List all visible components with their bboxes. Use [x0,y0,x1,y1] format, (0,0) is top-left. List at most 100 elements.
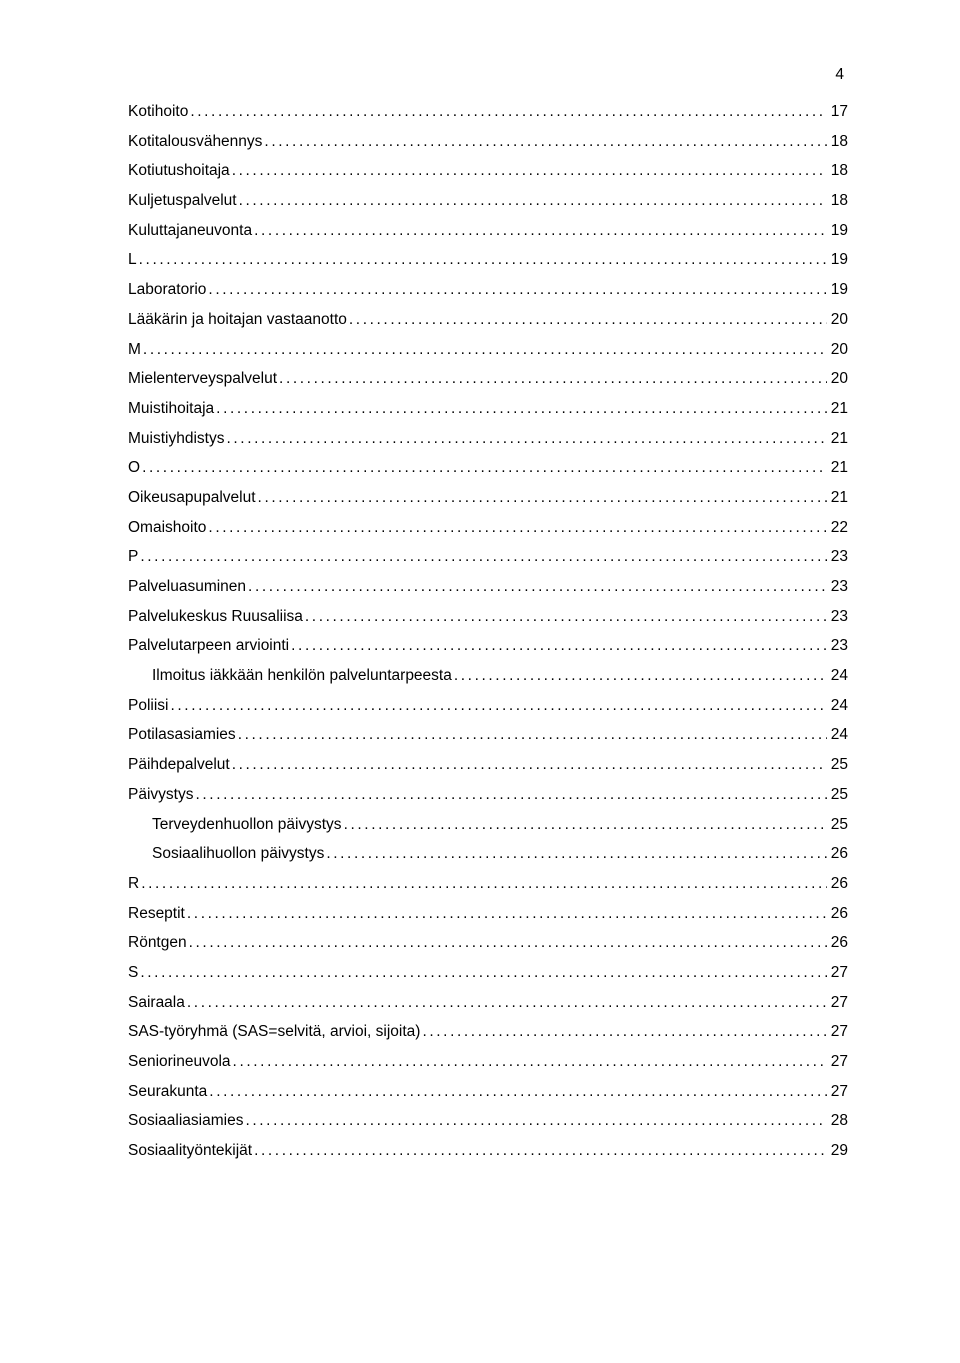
toc-entry[interactable]: Poliisi 24 [128,698,848,714]
toc-leader-dots [262,134,826,150]
toc-entry[interactable]: Kotihoito17 [128,104,848,120]
toc-leader-dots [237,193,827,209]
toc-page-number: 27 [827,1024,848,1040]
toc-entry[interactable]: Kotitalousvähennys18 [128,134,848,150]
toc-label: S [128,965,138,981]
toc-label: Sosiaalityöntekijät [128,1143,252,1159]
toc-page-number: 20 [827,342,848,358]
toc-entry[interactable]: S 27 [128,965,848,981]
toc-leader-dots [214,401,827,417]
toc-leader-dots [138,965,826,981]
toc-entry[interactable]: Laboratorio19 [128,282,848,298]
toc-entry[interactable]: Sosiaalityöntekijät 29 [128,1143,848,1159]
toc-page-number: 26 [827,876,848,892]
toc-page-number: 18 [827,134,848,150]
toc-entry[interactable]: Ilmoitus iäkkään henkilön palveluntarpee… [152,668,848,684]
toc-entry[interactable]: Röntgen26 [128,935,848,951]
toc-label: Poliisi [128,698,168,714]
toc-label: M [128,342,141,358]
toc-entry[interactable]: R26 [128,876,848,892]
toc-entry[interactable]: Terveydenhuollon päivystys25 [152,817,848,833]
toc-label: Palveluasuminen [128,579,246,595]
toc-label: Seniorineuvola [128,1054,231,1070]
toc-entry[interactable]: Mielenterveyspalvelut20 [128,371,848,387]
toc-leader-dots [256,490,827,506]
toc-leader-dots [277,371,827,387]
toc-entry[interactable]: Reseptit26 [128,906,848,922]
toc-leader-dots [139,876,827,892]
toc-leader-dots [243,1113,826,1129]
toc-entry[interactable]: Seniorineuvola 27 [128,1054,848,1070]
toc-page-number: 27 [827,965,848,981]
toc-page-number: 27 [827,1054,848,1070]
toc-entry[interactable]: M 20 [128,342,848,358]
toc-label: Palvelutarpeen arviointi [128,638,289,654]
toc-entry[interactable]: Sosiaalihuollon päivystys26 [152,846,848,862]
toc-leader-dots [185,995,827,1011]
toc-label: Omaishoito [128,520,206,536]
toc-page-number: 24 [827,698,848,714]
toc-label: Kuluttajaneuvonta [128,223,252,239]
toc-entry[interactable]: L 19 [128,252,848,268]
toc-label: P [128,549,138,565]
toc-page-number: 19 [827,252,848,268]
toc-page-number: 21 [827,460,848,476]
toc-entry[interactable]: Muistiyhdistys21 [128,431,848,447]
toc-entry[interactable]: Oikeusapupalvelut21 [128,490,848,506]
toc-page-number: 29 [827,1143,848,1159]
toc-leader-dots [342,817,827,833]
toc-page-number: 23 [827,549,848,565]
toc-entry[interactable]: Päihdepalvelut25 [128,757,848,773]
toc-entry[interactable]: Päivystys 25 [128,787,848,803]
table-of-contents: Kotihoito17 Kotitalousvähennys18 Kotiutush… [128,104,848,1159]
toc-entry[interactable]: O21 [128,460,848,476]
toc-page-number: 27 [827,1084,848,1100]
toc-leader-dots [188,104,826,120]
toc-page-number: 20 [827,312,848,328]
toc-leader-dots [252,1143,827,1159]
toc-label: SAS-työryhmä (SAS=selvitä, arvioi, sijoi… [128,1024,420,1040]
toc-label: Lääkärin ja hoitajan vastaanotto [128,312,347,328]
toc-leader-dots [289,638,827,654]
toc-entry[interactable]: Palveluasuminen 23 [128,579,848,595]
toc-label: Palvelukeskus Ruusaliisa [128,609,303,625]
toc-entry[interactable]: SAS-työryhmä (SAS=selvitä, arvioi, sijoi… [128,1024,848,1040]
toc-entry[interactable]: Muistihoitaja21 [128,401,848,417]
toc-page-number: 19 [827,282,848,298]
toc-entry[interactable]: Kuljetuspalvelut18 [128,193,848,209]
toc-page-number: 28 [827,1113,848,1129]
toc-leader-dots [452,668,827,684]
toc-leader-dots [193,787,826,803]
toc-label: Muistihoitaja [128,401,214,417]
toc-page-number: 21 [827,431,848,447]
toc-entry[interactable]: Palvelukeskus Ruusaliisa23 [128,609,848,625]
toc-entry[interactable]: Kotiutushoitaja18 [128,163,848,179]
toc-page-number: 26 [827,906,848,922]
toc-label: Päivystys [128,787,193,803]
toc-entry[interactable]: Seurakunta27 [128,1084,848,1100]
toc-leader-dots [324,846,826,862]
toc-page-number: 22 [827,520,848,536]
toc-label: Sosiaaliasiamies [128,1113,243,1129]
toc-entry[interactable]: Potilasasiamies24 [128,727,848,743]
toc-entry[interactable]: Kuluttajaneuvonta19 [128,223,848,239]
toc-label: Röntgen [128,935,187,951]
toc-page-number: 27 [827,995,848,1011]
toc-leader-dots [236,727,827,743]
toc-page-number: 25 [827,787,848,803]
toc-label: L [128,252,137,268]
toc-entry[interactable]: Sairaala27 [128,995,848,1011]
toc-leader-dots [187,935,827,951]
toc-page-number: 23 [827,579,848,595]
toc-label: Päihdepalvelut [128,757,230,773]
toc-entry[interactable]: P 23 [128,549,848,565]
toc-leader-dots [224,431,826,447]
toc-entry[interactable]: Omaishoito 22 [128,520,848,536]
toc-label: Potilasasiamies [128,727,236,743]
toc-entry[interactable]: Sosiaaliasiamies 28 [128,1113,848,1129]
toc-entry[interactable]: Lääkärin ja hoitajan vastaanotto 20 [128,312,848,328]
toc-leader-dots [230,757,827,773]
toc-leader-dots [230,163,827,179]
toc-entry[interactable]: Palvelutarpeen arviointi23 [128,638,848,654]
page-number: 4 [835,66,844,84]
